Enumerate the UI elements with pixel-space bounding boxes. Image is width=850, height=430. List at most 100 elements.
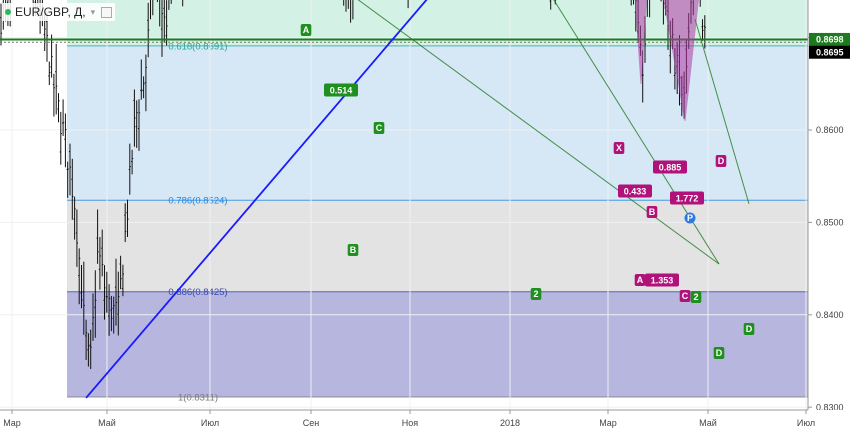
ohlc-bar (701, 19, 704, 41)
ohlc-bar (48, 61, 51, 86)
x-axis-background (0, 410, 850, 430)
xabcd-triangle-1[interactable] (619, 0, 651, 84)
svg-text:2: 2 (693, 292, 698, 302)
x-tick-label: Мар (599, 418, 617, 428)
ohlc-bar (150, 0, 151, 20)
svg-text:1.353: 1.353 (651, 275, 674, 285)
price-tag[interactable] (809, 32, 850, 46)
abcd-leg[interactable] (353, 0, 720, 265)
ohlc-bar (124, 203, 127, 243)
xabcd-point-c[interactable]: C (679, 290, 691, 302)
ratio-label[interactable]: 0.514 (324, 83, 358, 97)
chevron-down-icon[interactable]: ▾ (90, 6, 96, 17)
ohlc-bar (68, 143, 72, 196)
ohlc-bar (105, 271, 108, 313)
svg-text:0.885: 0.885 (659, 162, 682, 172)
svg-text:D: D (718, 156, 725, 166)
svg-text:C: C (682, 291, 689, 301)
channel-line-lower[interactable] (85, 0, 572, 399)
xabcd-point-d[interactable]: D (715, 155, 727, 167)
ohlc-bar (59, 111, 62, 165)
ohlc-bar (140, 59, 143, 100)
svg-text:D: D (716, 348, 723, 358)
x-tick-label: Июл (201, 418, 219, 428)
price-tag[interactable] (809, 45, 850, 59)
x-tick-label: Мар (3, 418, 21, 428)
ohlc-bar (62, 99, 65, 136)
symbol-bar[interactable]: EUR/GBP, Д, ▾ (2, 3, 116, 21)
ohlc-bar (52, 73, 55, 117)
ohlc-bar (144, 54, 147, 112)
ratio-label[interactable]: 1.353 (645, 273, 679, 287)
abcd-point-a[interactable]: A (300, 24, 312, 36)
ratio-label[interactable]: 0.885 (653, 160, 687, 174)
ohlc-bar (549, 0, 552, 10)
ohlc-bar (147, 2, 150, 58)
abcd-point-d[interactable]: D (713, 347, 725, 359)
y-tick-label: 0.8400 (816, 310, 844, 320)
svg-text:1.772: 1.772 (676, 193, 699, 203)
x-tick-label: Май (699, 418, 717, 428)
abcd-point-2[interactable]: 2 (530, 288, 542, 300)
ohlc-bar (85, 319, 88, 361)
ohlc-bar (347, 0, 349, 9)
svg-text:B: B (649, 207, 656, 217)
abcd-point-d[interactable]: D (743, 323, 755, 335)
drawings: A B C D 2 D X A B C D P 2 0.514 0.885 0.433 1.772 1.353 (0, 0, 808, 399)
symbol-title[interactable]: EUR/GBP, Д, (15, 5, 86, 19)
ohlc-bar (108, 284, 111, 336)
y-tick-label: 0.8300 (816, 402, 844, 412)
ohlc-bar (64, 113, 67, 168)
ohlc-bar (80, 264, 83, 309)
ohlc-bar (110, 295, 113, 332)
abcd-point-c[interactable]: C (373, 122, 385, 134)
xabcd-point-p[interactable]: P (684, 212, 696, 224)
ohlc-bar (98, 237, 101, 290)
svg-text:0.433: 0.433 (624, 186, 647, 196)
fib-level-label: 1(0.8311) (178, 393, 218, 404)
ohlc-bar (94, 270, 97, 338)
ohlc-bar (103, 265, 106, 320)
ratio-label[interactable]: 0.433 (618, 184, 652, 198)
ohlc-bar (57, 93, 60, 123)
ohlc-bar (159, 0, 161, 27)
xabcd-triangle-2[interactable] (651, 0, 720, 121)
ratio-label[interactable]: 1.772 (670, 191, 704, 205)
ohlc-bar (71, 158, 74, 220)
xabcd-point-a[interactable]: A (634, 274, 646, 286)
ohlc-bar (89, 329, 92, 369)
ohlc-bar (646, 0, 648, 17)
ohlc-bar (114, 258, 118, 326)
ohlc-bar (96, 209, 99, 264)
axis-background (808, 0, 850, 430)
ohlc-bar (133, 89, 136, 147)
xabcd-point-b[interactable]: B (646, 206, 658, 218)
fib-level-label: 0.618(0.8691) (168, 41, 227, 52)
y-tick-label: 0.8600 (816, 125, 844, 135)
fib-zone (67, 291, 808, 398)
ohlc-bar (50, 34, 53, 78)
abcd-point-b[interactable]: B (347, 244, 359, 256)
ohlc-bar (131, 149, 134, 175)
xabcd-point-2[interactable]: 2 (690, 291, 702, 303)
abcd-leg[interactable] (694, 18, 750, 205)
fib-zone (67, 45, 808, 201)
x-tick-label: Май (98, 418, 116, 428)
square-icon[interactable] (101, 6, 113, 18)
ohlc-bar (165, 0, 168, 46)
svg-text:A: A (637, 275, 644, 285)
ohlc-bar (142, 76, 145, 99)
ohlc-bar (703, 15, 706, 49)
xabcd-point-x[interactable]: X (613, 142, 625, 154)
ohlc-bar (352, 0, 354, 20)
ohlc-bar (82, 261, 85, 335)
x-tick-label: 2018 (500, 418, 520, 428)
ohlc-bar (112, 296, 115, 334)
ohlc-bar (152, 0, 154, 16)
svg-text:A: A (303, 25, 310, 35)
x-tick-label: Ноя (402, 418, 419, 428)
ohlc-bar (66, 161, 69, 198)
